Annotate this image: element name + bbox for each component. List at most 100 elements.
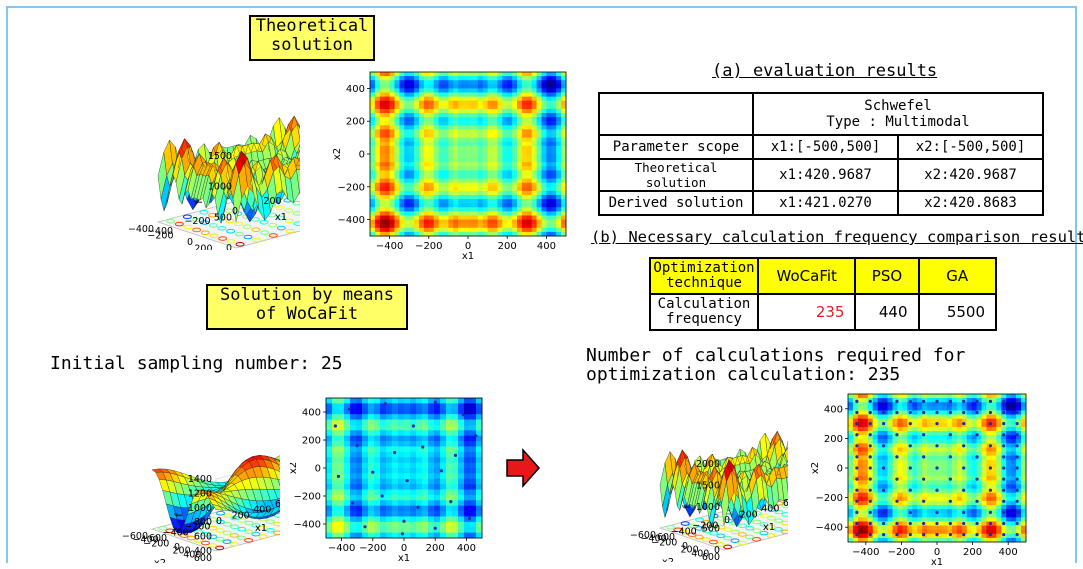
heatmap-cell	[517, 186, 523, 192]
heatmap-cell	[531, 190, 537, 196]
heatmap-cell	[507, 96, 513, 102]
heatmap-cell	[433, 154, 439, 159]
heatmap-cell	[443, 76, 449, 81]
x-axis-label: x1	[462, 251, 474, 262]
heatmap-cell	[404, 484, 411, 490]
heatmap-cell	[477, 162, 484, 167]
heatmap-cell	[404, 441, 411, 447]
heatmap-cell	[546, 88, 552, 93]
heatmap-cell	[862, 509, 869, 514]
heatmap-cell	[338, 430, 345, 437]
heatmap-cell	[531, 158, 537, 163]
heatmap-cell	[374, 500, 381, 507]
heatmap-cell	[487, 190, 493, 196]
heatmap-cell	[374, 223, 381, 229]
heatmap-cell	[384, 121, 390, 126]
heatmap-cell	[897, 455, 903, 461]
heatmap-cell	[531, 117, 537, 122]
heatmap-cell	[326, 430, 333, 437]
heatmap-cell	[507, 104, 513, 110]
heatmap-cell	[380, 527, 387, 534]
heatmap-cell	[438, 141, 444, 147]
heatmap-cell	[394, 117, 400, 122]
heatmap-cell	[556, 199, 562, 204]
heatmap-cell	[428, 158, 435, 163]
heatmap-cell	[370, 76, 376, 81]
heatmap-cell	[332, 505, 339, 512]
heatmap-cell	[556, 92, 562, 97]
heatmap-cell	[338, 403, 345, 410]
heatmap-cell	[521, 195, 528, 200]
heatmap-cell	[428, 511, 435, 517]
heatmap-cell	[464, 414, 471, 420]
heatmap-cell	[912, 533, 918, 539]
heatmap-cell	[507, 215, 513, 220]
floor-contour	[744, 534, 754, 540]
heatmap-cell	[414, 182, 420, 188]
x2-axis-label: x2	[662, 557, 674, 562]
heatmap-cell	[551, 100, 557, 106]
heatmap-cell	[912, 394, 918, 399]
x-tick-label: 200	[426, 543, 445, 554]
heatmap-cell	[458, 207, 464, 212]
heatmap-cell	[419, 207, 425, 212]
heatmap-cell	[546, 121, 552, 126]
heatmap-cell	[344, 478, 351, 485]
heatmap-cell	[440, 511, 447, 517]
heatmap-cell	[398, 441, 405, 447]
heatmap-cell	[561, 137, 567, 143]
heatmap-cell	[907, 463, 913, 469]
heatmap-cell	[448, 207, 454, 212]
heatmap-cell	[433, 104, 439, 110]
x1-tick-label: 0	[216, 516, 222, 527]
heatmap-cell	[433, 190, 439, 196]
heatmap-cell	[492, 219, 498, 225]
heatmap-cell	[370, 186, 376, 192]
heatmap-cell	[433, 166, 439, 171]
heatmap-cell	[428, 133, 435, 138]
heatmap-cell	[546, 145, 552, 151]
surface-patch	[296, 168, 300, 193]
heatmap-cell	[561, 129, 567, 134]
heatmap-cell	[338, 505, 345, 512]
heatmap-cell	[882, 480, 888, 485]
floor-contour	[737, 540, 747, 546]
heatmap-cell	[448, 190, 454, 196]
heatmap-cell	[399, 215, 405, 220]
floor-contour	[759, 513, 769, 519]
heatmap-cell	[338, 527, 345, 534]
heatmap-cell	[434, 489, 441, 496]
heatmap-cell	[852, 509, 859, 514]
x1-tick-label: −200	[184, 216, 210, 227]
heatmap-cell	[541, 231, 547, 237]
heatmap-cell	[404, 521, 411, 528]
heatmap-cell	[872, 533, 879, 539]
heatmap-cell	[487, 133, 493, 138]
floor-contour	[234, 231, 244, 237]
heatmap-cell	[862, 513, 869, 518]
heatmap-cell	[392, 500, 399, 507]
heatmap-cell	[887, 525, 893, 531]
heatmap-cell	[463, 158, 469, 163]
heatmap-cell	[453, 203, 459, 208]
heatmap-cell	[848, 406, 854, 411]
heatmap-cell	[463, 108, 469, 114]
heatmap-cell	[464, 484, 471, 490]
heatmap-cell	[470, 446, 477, 453]
heatmap-cell	[428, 473, 435, 480]
heatmap-cell	[398, 521, 405, 528]
heatmap-cell	[468, 92, 474, 97]
heatmap-cell	[857, 492, 864, 498]
heatmap-cell	[458, 489, 465, 496]
heatmap-cell	[477, 207, 484, 212]
heatmap-cell	[902, 422, 908, 428]
heatmap-cell	[446, 419, 453, 426]
heatmap-cell	[380, 446, 387, 453]
heatmap-cell	[882, 459, 888, 465]
heatmap-cell	[912, 426, 918, 432]
heatmap-cell	[433, 231, 439, 237]
heatmap-cell	[521, 141, 528, 147]
heatmap-cell	[428, 505, 435, 512]
heatmap-cell	[551, 182, 557, 188]
